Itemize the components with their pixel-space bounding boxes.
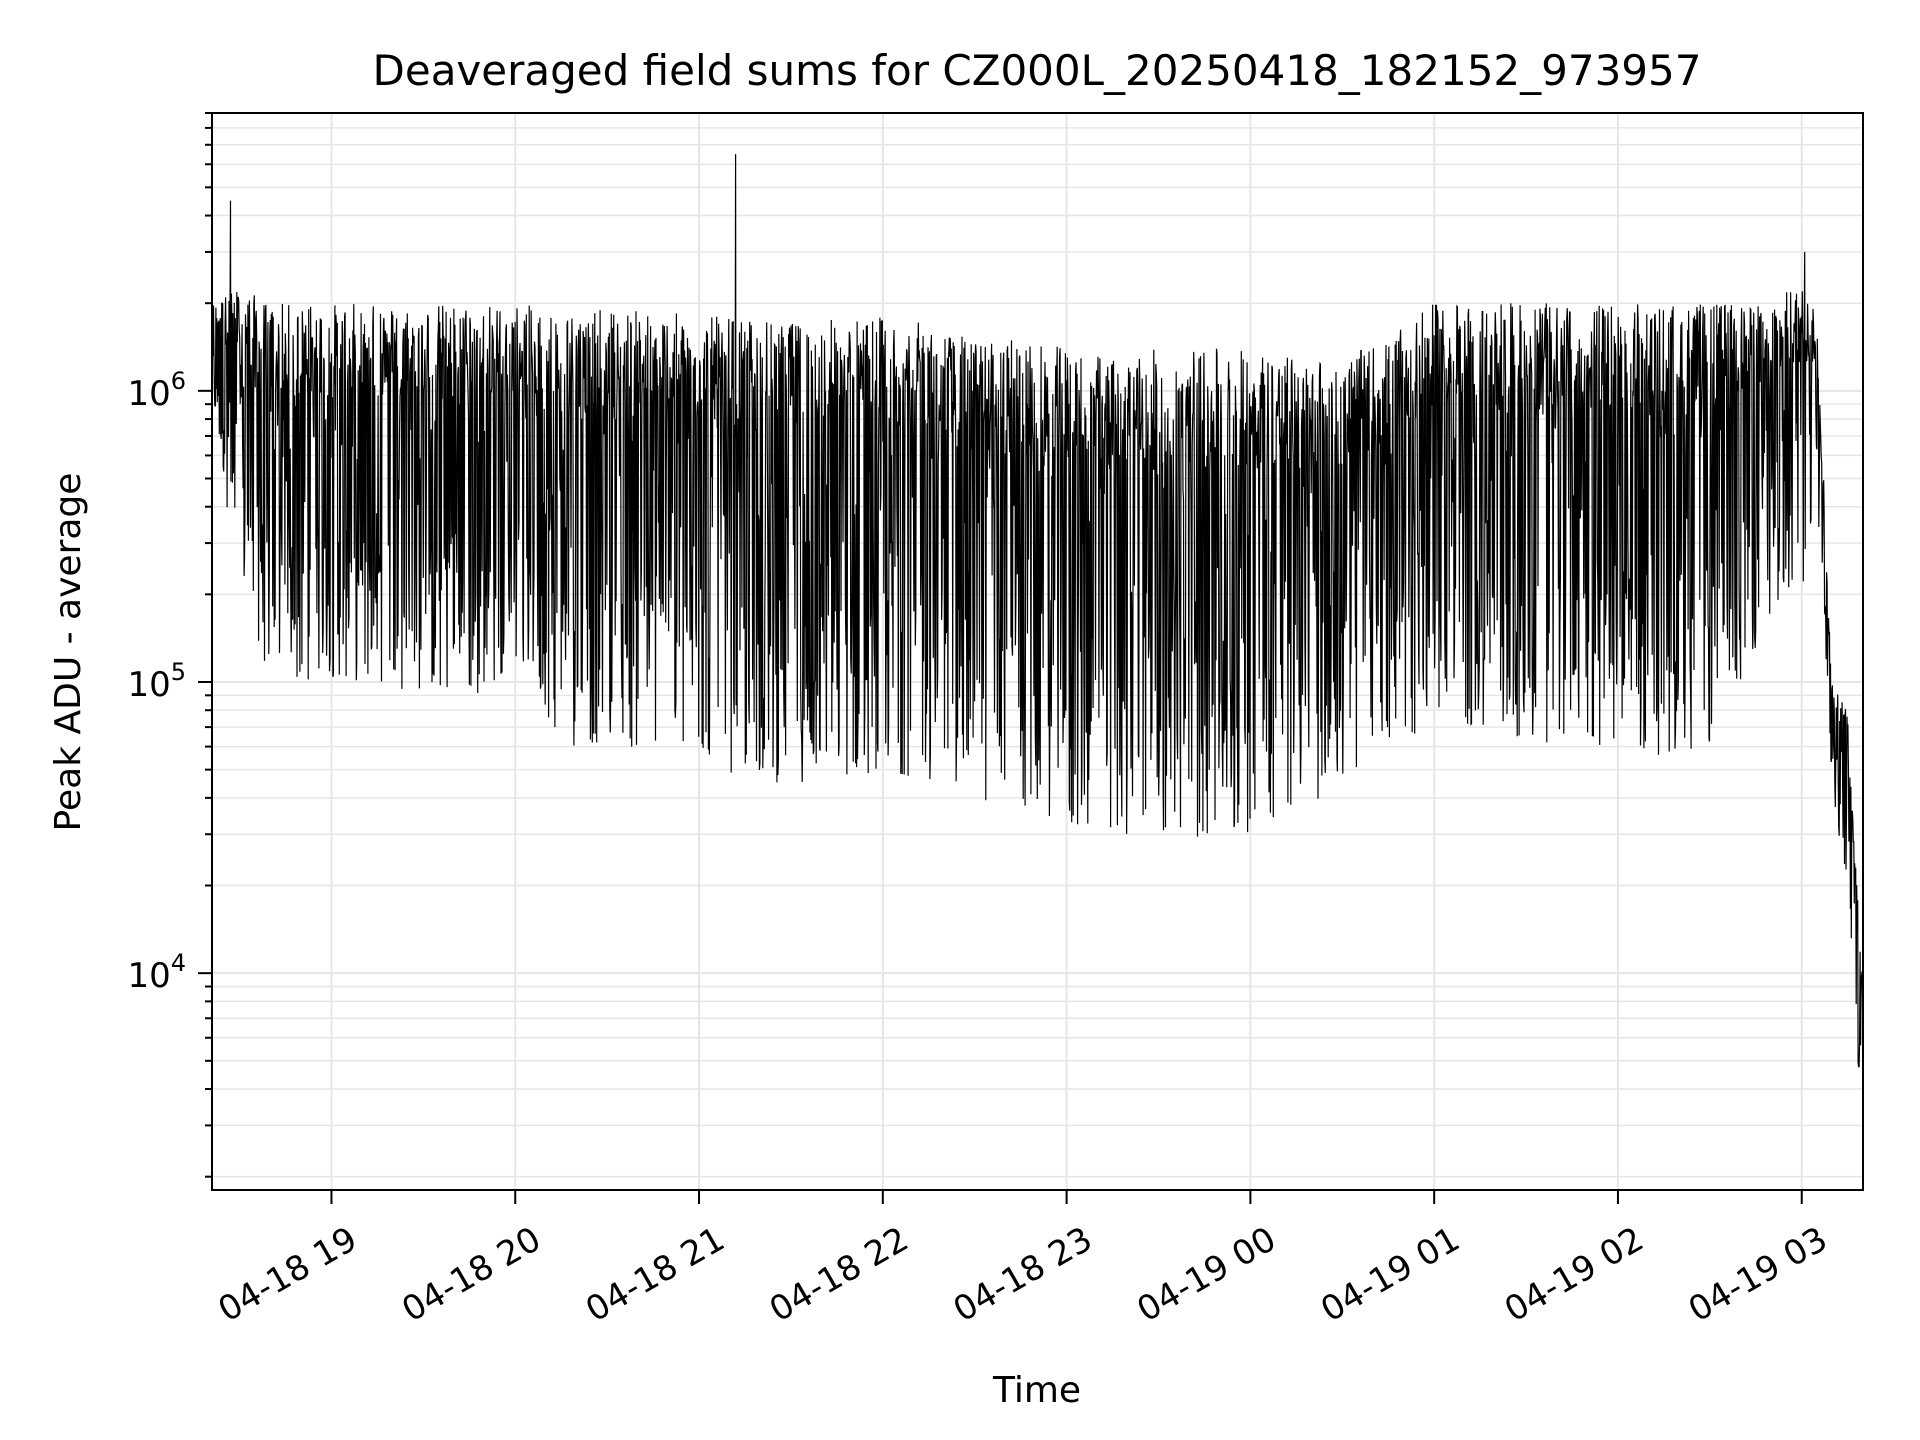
x-axis-label: Time: [992, 1370, 1081, 1411]
y-axis: 104 105 106: [127, 367, 186, 996]
y-tick-label: 106: [127, 367, 186, 414]
plot-frame: [211, 112, 1864, 1191]
y-tick-label: 104: [127, 949, 186, 996]
y-tick-label: 105: [127, 658, 186, 705]
data-series: [211, 154, 1864, 1085]
y-axis-label: Peak ADU - average: [48, 473, 89, 832]
chart-title: Deaveraged field sums for CZ000L_2025041…: [373, 46, 1702, 95]
series-line: [211, 154, 1864, 1085]
